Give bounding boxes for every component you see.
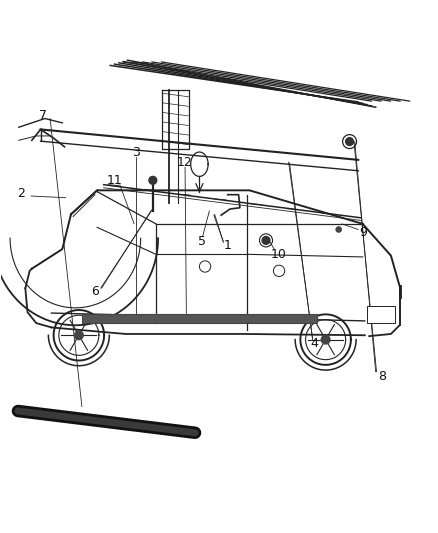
Text: 7: 7	[39, 109, 47, 122]
Circle shape	[149, 176, 157, 184]
Text: 11: 11	[107, 174, 123, 187]
Text: 5: 5	[198, 235, 205, 248]
Text: 3: 3	[132, 146, 140, 159]
Bar	[82, 313, 317, 323]
Text: 1: 1	[224, 239, 232, 252]
Bar	[367, 305, 395, 323]
Circle shape	[321, 335, 330, 344]
Text: 9: 9	[360, 226, 367, 239]
Text: 10: 10	[270, 248, 286, 261]
Circle shape	[74, 331, 83, 340]
Text: 12: 12	[177, 156, 192, 169]
Text: 8: 8	[378, 370, 386, 383]
Text: 4: 4	[311, 337, 319, 351]
Circle shape	[346, 138, 353, 146]
Text: 6: 6	[91, 285, 99, 298]
Circle shape	[336, 227, 341, 232]
Circle shape	[262, 237, 270, 244]
Text: 2: 2	[17, 187, 25, 200]
